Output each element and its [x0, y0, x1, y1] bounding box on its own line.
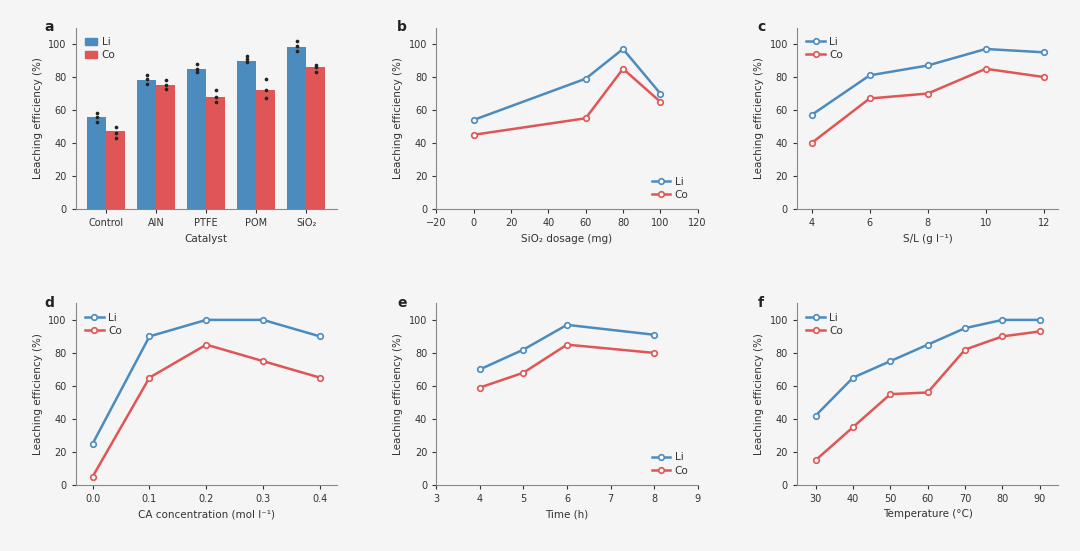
Point — [107, 122, 124, 131]
X-axis label: S/L (g l⁻¹): S/L (g l⁻¹) — [903, 234, 953, 244]
Point — [158, 84, 175, 93]
Point — [257, 94, 274, 103]
Text: e: e — [397, 296, 406, 310]
Point — [257, 86, 274, 95]
Y-axis label: Leaching efficiency (%): Leaching efficiency (%) — [393, 57, 403, 179]
Point — [158, 81, 175, 90]
Text: a: a — [44, 20, 54, 34]
Bar — [306, 67, 325, 209]
Point — [188, 68, 205, 77]
Y-axis label: Leaching efficiency (%): Leaching efficiency (%) — [393, 333, 403, 455]
Bar — [206, 97, 226, 209]
Bar — [157, 85, 175, 209]
Point — [107, 134, 124, 143]
Point — [188, 64, 205, 73]
Bar — [87, 117, 107, 209]
Legend: Li, Co: Li, Co — [81, 33, 120, 64]
Point — [288, 46, 306, 55]
Bar — [238, 61, 256, 209]
Legend: Li, Co: Li, Co — [802, 309, 847, 340]
Point — [89, 112, 106, 121]
Point — [238, 51, 255, 60]
Point — [158, 76, 175, 85]
Legend: Li, Co: Li, Co — [648, 172, 692, 204]
Point — [307, 63, 324, 72]
Point — [307, 61, 324, 70]
Text: d: d — [44, 296, 54, 310]
X-axis label: SiO₂ dosage (mg): SiO₂ dosage (mg) — [522, 234, 612, 244]
Point — [89, 117, 106, 126]
Bar — [187, 69, 206, 209]
Point — [138, 79, 156, 88]
Y-axis label: Leaching efficiency (%): Leaching efficiency (%) — [754, 333, 764, 455]
X-axis label: CA concentration (mol l⁻¹): CA concentration (mol l⁻¹) — [138, 510, 274, 520]
Point — [288, 36, 306, 45]
X-axis label: Time (h): Time (h) — [545, 510, 589, 520]
Bar — [287, 47, 306, 209]
Text: f: f — [758, 296, 764, 310]
Point — [238, 55, 255, 63]
Legend: Li, Co: Li, Co — [648, 448, 692, 480]
Bar — [256, 90, 275, 209]
X-axis label: Catalyst: Catalyst — [185, 234, 228, 244]
Point — [307, 68, 324, 77]
Point — [288, 41, 306, 50]
Legend: Li, Co: Li, Co — [802, 33, 847, 64]
Point — [188, 60, 205, 68]
Point — [138, 74, 156, 83]
Point — [238, 58, 255, 67]
Point — [207, 93, 225, 101]
Text: b: b — [397, 20, 407, 34]
Point — [89, 109, 106, 118]
Bar — [107, 132, 125, 209]
Point — [107, 129, 124, 138]
Point — [207, 86, 225, 95]
Point — [207, 98, 225, 106]
Y-axis label: Leaching efficiency (%): Leaching efficiency (%) — [32, 333, 42, 455]
Point — [257, 74, 274, 83]
Y-axis label: Leaching efficiency (%): Leaching efficiency (%) — [32, 57, 42, 179]
X-axis label: Temperature (°C): Temperature (°C) — [882, 510, 973, 520]
Bar — [137, 80, 157, 209]
Text: c: c — [758, 20, 766, 34]
Y-axis label: Leaching efficiency (%): Leaching efficiency (%) — [754, 57, 764, 179]
Point — [138, 71, 156, 80]
Legend: Li, Co: Li, Co — [81, 309, 125, 340]
